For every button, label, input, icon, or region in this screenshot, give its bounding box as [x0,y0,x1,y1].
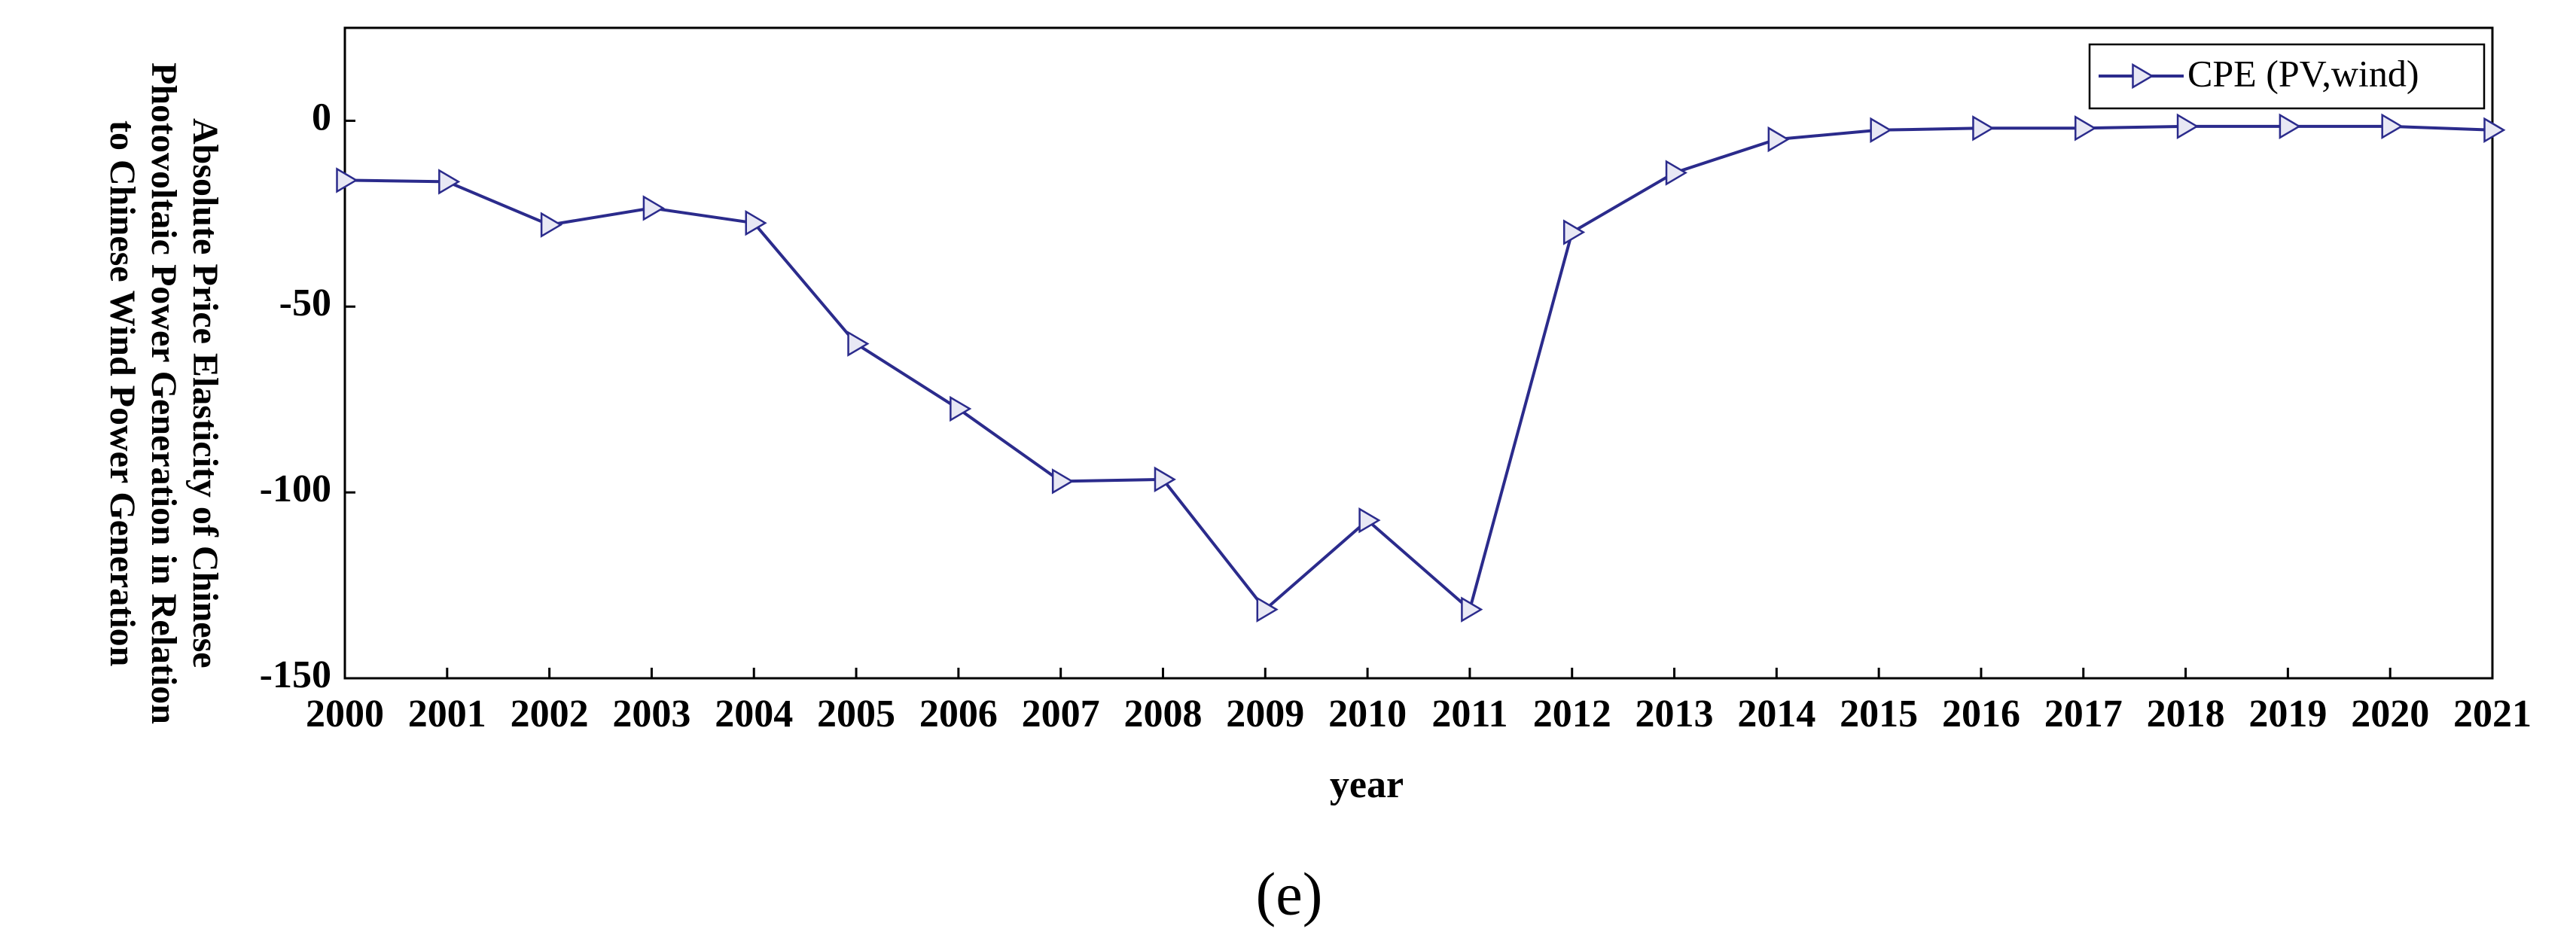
y-axis-label: Absolute Price Elasticity of Chinese Pho… [102,62,225,724]
data-marker [540,212,563,238]
x-axis-label: year [1330,763,1404,806]
data-marker [336,167,358,193]
data-marker [2176,113,2200,140]
data-marker [2381,113,2404,140]
data-marker [1154,466,1176,493]
y-tick-label: -100 [260,467,331,510]
x-tick-label: 2009 [1226,693,1304,735]
y-tick-label: -50 [279,282,331,324]
data-marker [2075,115,2097,142]
x-tick-label: 2020 [2351,693,2429,735]
x-tick-label: 2014 [1737,693,1815,735]
data-marker [438,169,461,195]
x-tick-label: 2011 [1431,693,1507,735]
data-marker [1972,115,1995,142]
data-marker [950,395,972,422]
x-tick-label: 2004 [715,693,793,735]
y-tick-label: -150 [260,653,331,696]
x-tick-label: 2015 [1840,693,1918,735]
data-line [344,124,2493,613]
x-tick-label: 2012 [1533,693,1611,735]
data-marker [1256,596,1279,623]
x-tick-label: 2010 [1328,693,1407,735]
x-tick-label: 2021 [2453,693,2532,735]
x-tick-label: 2001 [408,693,486,735]
data-marker [1665,160,1687,186]
plot-frame [343,26,2494,680]
legend-label: CPE (PV,wind) [2187,52,2419,94]
x-tick-label: 2018 [2147,693,2225,735]
x-tick-label: 2000 [306,693,384,735]
data-marker [1358,507,1381,534]
x-tick-label: 2013 [1636,693,1714,735]
x-tick-label: 2016 [1942,693,2020,735]
data-marker [2279,113,2301,140]
x-tick-label: 2003 [612,693,690,735]
data-marker [1562,219,1586,245]
data-marker [2483,117,2506,143]
x-tick-label: 2006 [919,693,998,735]
x-tick-label: 2017 [2044,693,2123,735]
data-marker [1767,126,1790,153]
data-marker [1051,468,1075,495]
legend-marker [2132,62,2154,90]
data-marker [1870,117,1892,143]
y-tick-label: 0 [312,96,331,139]
x-tick-label: 2002 [511,693,589,735]
x-tick-label: 2019 [2248,693,2327,735]
x-tick-label: 2005 [817,693,895,735]
data-marker [745,210,767,236]
data-marker [1461,596,1483,623]
x-tick-label: 2007 [1022,693,1100,735]
data-marker [847,330,870,357]
caption: (e) [1256,861,1323,927]
data-marker [642,195,665,221]
x-tick-label: 2008 [1123,693,1202,735]
